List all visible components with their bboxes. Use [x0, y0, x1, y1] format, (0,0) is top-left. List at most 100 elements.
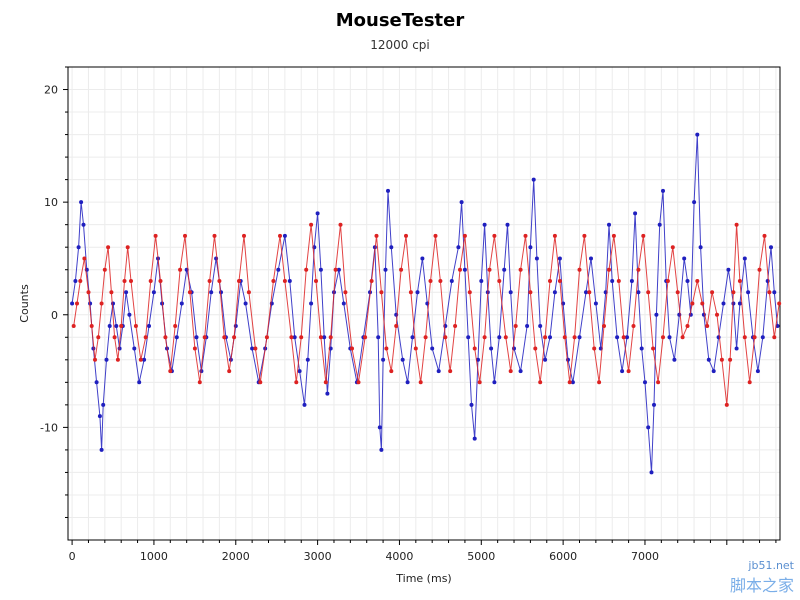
data-point: [404, 233, 408, 238]
data-point: [379, 290, 384, 295]
data-point: [71, 324, 76, 328]
series-line: [73, 224, 780, 405]
data-point: [755, 369, 760, 374]
axes: 0 1000 2000 3000 4000 5000 6000 7000 -10 0 10 20: [40, 66, 777, 563]
data-point: [621, 335, 626, 340]
data-point: [271, 279, 276, 283]
data-point: [101, 402, 106, 407]
data-point: [242, 233, 246, 238]
data-point: [438, 279, 443, 283]
data-point: [649, 470, 654, 475]
data-point: [552, 233, 557, 238]
data-point: [636, 267, 641, 272]
data-point: [672, 357, 677, 362]
data-point: [584, 290, 588, 295]
data-point: [138, 357, 143, 362]
data-point: [726, 267, 731, 272]
data-point: [523, 233, 528, 238]
data-point: [137, 380, 142, 385]
data-point: [187, 290, 192, 295]
data-point: [587, 290, 592, 295]
data-point: [492, 233, 497, 238]
data-point: [597, 380, 602, 385]
data-point: [525, 324, 530, 328]
data-point: [705, 324, 710, 328]
data-point: [350, 346, 354, 351]
data-point: [482, 222, 487, 227]
y-tick-label: -10: [40, 421, 58, 434]
data-point: [711, 369, 716, 374]
data-point: [356, 380, 361, 385]
data-point: [369, 279, 374, 283]
data-point: [695, 279, 700, 283]
data-point: [82, 256, 87, 261]
data-point: [222, 335, 227, 340]
watermark-logo-text: 脚本之家: [729, 576, 794, 595]
data-point: [282, 279, 287, 283]
data-point: [292, 335, 297, 340]
data-point: [577, 267, 582, 272]
data-point: [389, 245, 394, 250]
data-point: [582, 233, 587, 238]
data-point: [405, 380, 410, 385]
data-point: [338, 222, 343, 227]
x-tick-label: 2000: [222, 550, 250, 563]
data-point: [538, 380, 543, 385]
data-point: [652, 402, 656, 407]
data-point: [420, 256, 425, 261]
data-point: [667, 335, 672, 340]
data-point: [194, 335, 199, 340]
data-point: [143, 335, 148, 340]
data-point: [415, 290, 420, 295]
data-point: [631, 324, 636, 328]
data-point: [482, 335, 487, 340]
data-point: [472, 436, 477, 441]
series-2: [71, 222, 782, 407]
data-point: [94, 380, 99, 385]
data-point: [119, 324, 124, 328]
data-point: [363, 335, 368, 340]
data-point: [772, 290, 777, 295]
data-point: [202, 335, 207, 340]
data-point: [497, 279, 502, 283]
data-point: [183, 233, 187, 238]
x-tick-label: 0: [69, 550, 76, 563]
data-point: [657, 222, 662, 227]
data-point: [153, 233, 158, 238]
data-point: [518, 369, 523, 374]
chart-subtitle: 12000 cpi: [370, 38, 430, 52]
data-point: [453, 324, 458, 328]
data-point: [752, 335, 757, 340]
data-point: [325, 391, 330, 396]
data-point: [695, 132, 700, 137]
data-point: [96, 335, 101, 340]
data-point: [777, 301, 782, 306]
data-point: [232, 335, 237, 340]
data-point: [502, 267, 507, 272]
data-point: [646, 425, 651, 430]
y-axis-label: Counts: [18, 284, 31, 323]
data-point: [173, 324, 178, 328]
data-point: [430, 346, 435, 351]
data-point: [304, 267, 309, 272]
data-point: [233, 324, 238, 328]
data-point: [276, 267, 281, 272]
data-point: [75, 301, 79, 306]
data-point: [102, 267, 107, 272]
data-point: [258, 380, 263, 385]
series-layer: [70, 132, 782, 475]
data-point: [462, 267, 467, 272]
data-point: [97, 414, 102, 419]
series-1: [70, 132, 780, 475]
data-point: [336, 267, 341, 272]
data-point: [769, 245, 773, 250]
data-point: [477, 380, 482, 385]
data-point: [602, 324, 606, 328]
data-point: [237, 279, 241, 283]
data-point: [487, 267, 492, 272]
data-point: [243, 301, 248, 306]
data-point: [513, 324, 518, 328]
data-point: [625, 335, 629, 340]
data-point: [322, 335, 327, 340]
